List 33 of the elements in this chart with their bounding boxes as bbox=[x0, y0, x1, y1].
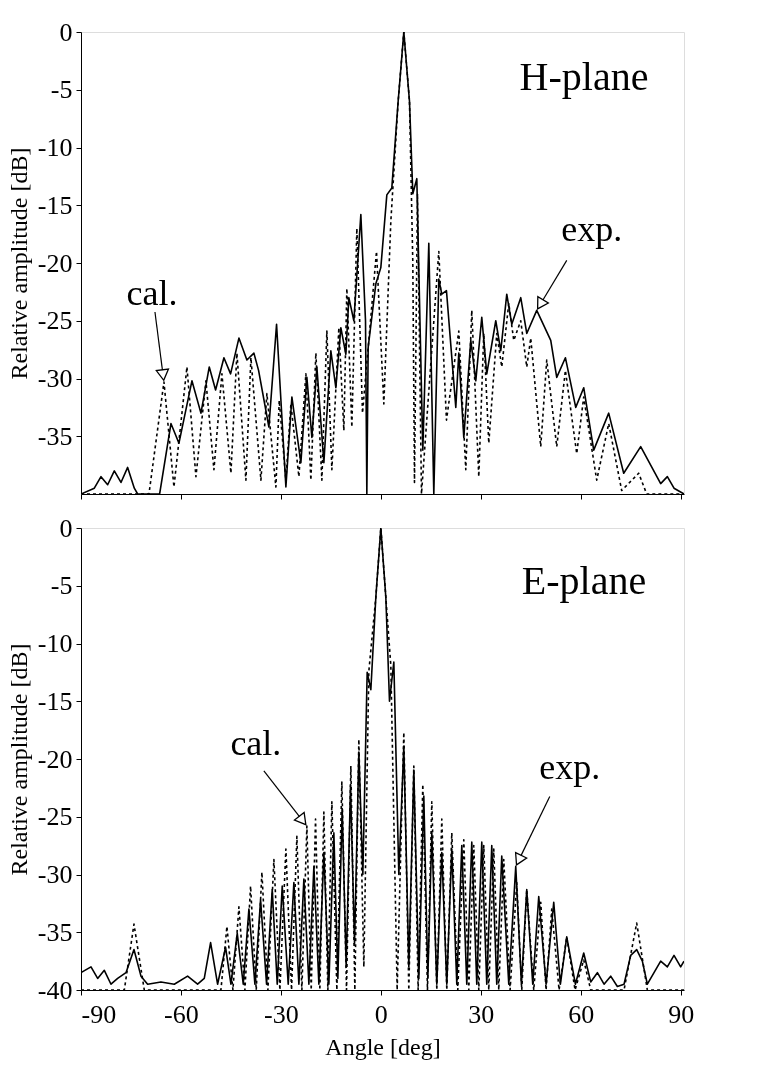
x-axis-title: Angle [deg] bbox=[325, 1033, 441, 1060]
y-tick-label: -10 bbox=[37, 629, 73, 658]
x-tick-label: 90 bbox=[668, 999, 695, 1029]
x-tick-label: 60 bbox=[568, 999, 595, 1029]
y-axis-title: Relative amplitude [dB] bbox=[5, 147, 32, 380]
y-tick-label: -15 bbox=[37, 190, 73, 220]
x-tick-label: 30 bbox=[468, 999, 495, 1029]
y-tick-label: -5 bbox=[50, 75, 73, 105]
y-tick-label: -30 bbox=[37, 364, 73, 393]
y-tick-label: -25 bbox=[37, 306, 73, 336]
y-tick-label: 0 bbox=[59, 513, 73, 543]
x-tick-label: -30 bbox=[264, 999, 299, 1029]
x-tick-label: 0 bbox=[374, 999, 388, 1029]
y-tick-label: -40 bbox=[37, 975, 73, 1005]
y-tick-label: -35 bbox=[37, 421, 73, 451]
y-tick-label: -5 bbox=[50, 571, 73, 601]
y-tick-label: -25 bbox=[37, 802, 73, 832]
x-tick-label: -60 bbox=[164, 999, 199, 1029]
annotation: exp. bbox=[561, 209, 623, 250]
annotation: H-plane bbox=[519, 54, 649, 99]
y-tick-label: 0 bbox=[59, 17, 73, 47]
annotation: E-plane bbox=[521, 558, 647, 603]
y-axis-title: Relative amplitude [dB] bbox=[5, 643, 32, 876]
annotation: cal. bbox=[126, 272, 178, 313]
annotation: exp. bbox=[539, 747, 601, 788]
y-tick-label: -15 bbox=[37, 686, 73, 716]
y-tick-label: -20 bbox=[37, 744, 73, 774]
x-tick-label: -90 bbox=[81, 999, 117, 1029]
y-tick-label: -20 bbox=[37, 248, 73, 278]
y-tick-label: -30 bbox=[37, 860, 73, 889]
annotation: cal. bbox=[230, 722, 282, 763]
y-tick-label: -35 bbox=[37, 917, 73, 947]
y-tick-label: -10 bbox=[37, 133, 73, 162]
